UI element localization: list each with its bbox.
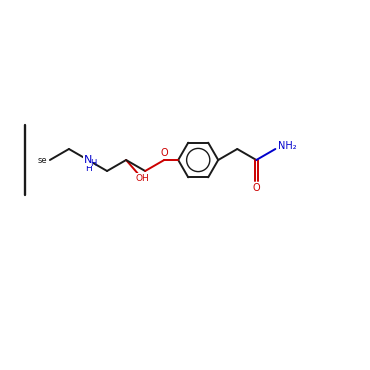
Text: O: O	[161, 148, 168, 158]
Text: N: N	[84, 155, 92, 165]
Text: OH: OH	[136, 174, 149, 183]
Text: NH₂: NH₂	[278, 141, 297, 151]
Text: H: H	[85, 164, 91, 172]
Text: N: N	[84, 155, 92, 165]
Text: O: O	[252, 183, 260, 193]
Text: se: se	[38, 155, 48, 165]
Text: H: H	[90, 158, 96, 168]
